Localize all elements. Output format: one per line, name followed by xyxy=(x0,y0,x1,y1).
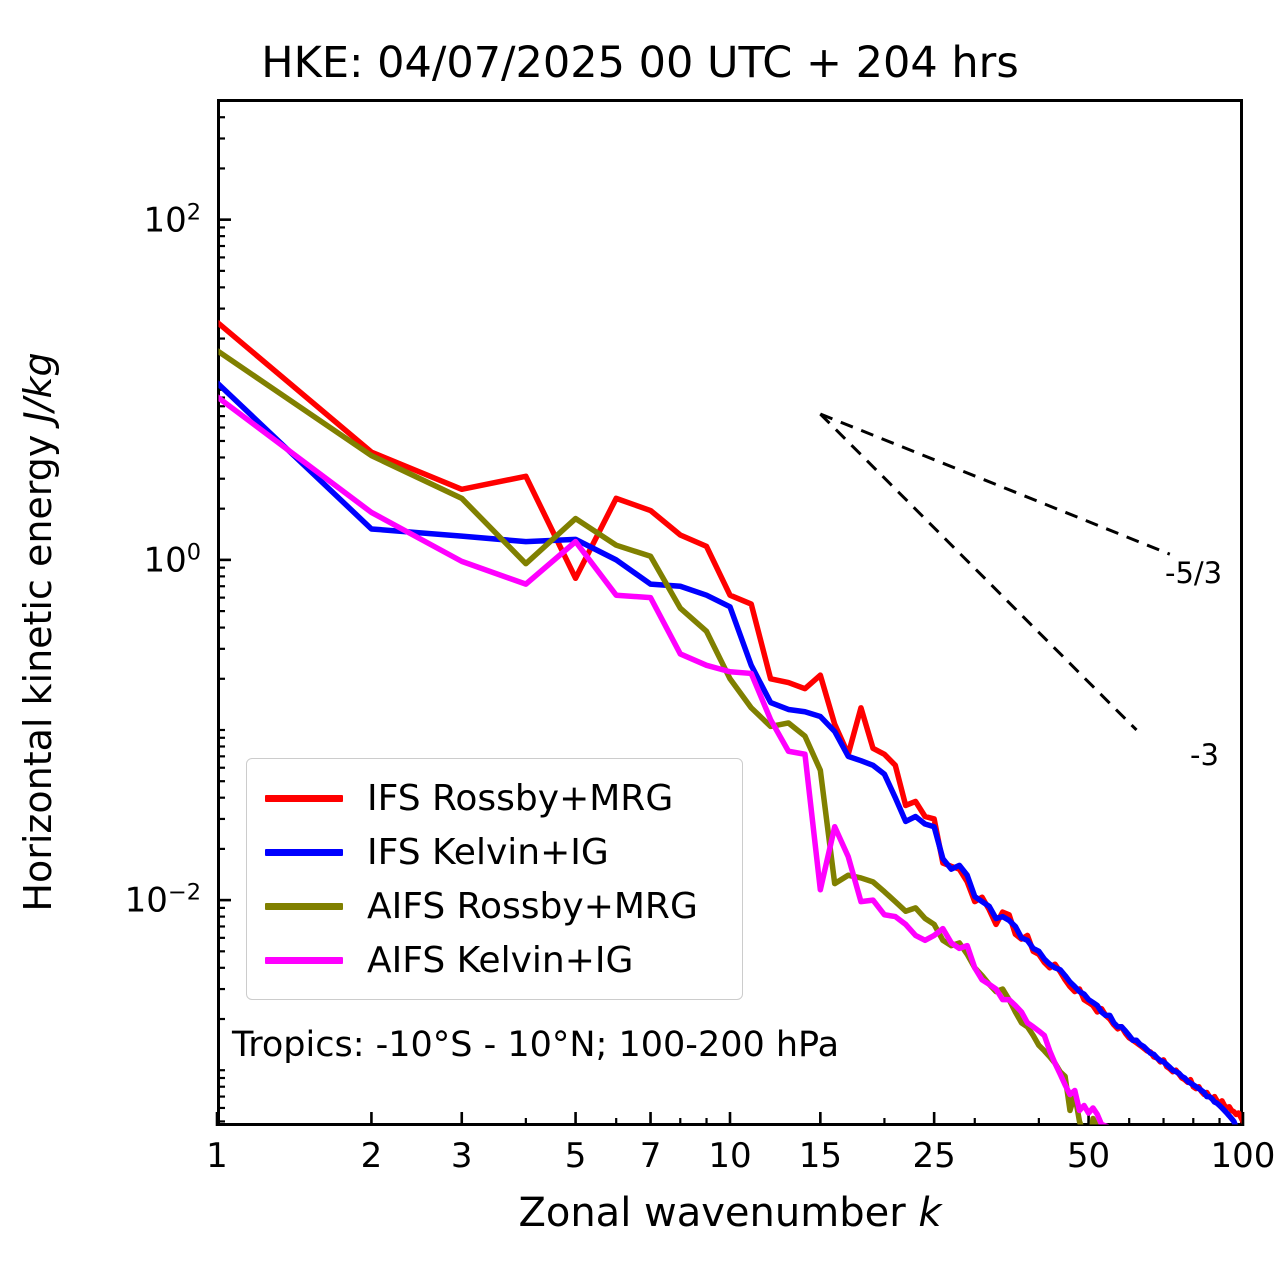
x-tick-label: 5 xyxy=(564,1136,587,1176)
y-axis-label-unit: J/kg xyxy=(16,352,60,423)
page-title: HKE: 04/07/2025 00 UTC + 204 hrs xyxy=(261,38,1019,88)
legend-label: AIFS Kelvin+IG xyxy=(367,939,634,981)
legend-label: AIFS Rossby+MRG xyxy=(367,885,698,927)
x-axis-label-text: Zonal wavenumber xyxy=(518,1190,919,1236)
x-tick-label: 3 xyxy=(450,1136,473,1176)
legend-item[interactable]: AIFS Kelvin+IG xyxy=(247,933,742,987)
y-tick-label: 100 xyxy=(143,539,201,581)
legend-label: IFS Kelvin+IG xyxy=(367,831,609,873)
legend-swatch-aifs-kelvin-ig xyxy=(265,956,343,964)
x-tick-label: 50 xyxy=(1066,1136,1111,1176)
x-tick-label: 15 xyxy=(798,1136,842,1176)
series-line xyxy=(218,380,1238,1125)
series-line xyxy=(218,394,1110,1125)
x-tick-label: 2 xyxy=(360,1136,383,1176)
legend-swatch-aifs-rossby-mrg xyxy=(265,902,343,910)
x-tick-label: 100 xyxy=(1210,1136,1276,1176)
axis-ticks xyxy=(215,99,1245,1126)
x-tick-label: 25 xyxy=(912,1136,956,1176)
y-tick-label: 10−2 xyxy=(124,879,201,921)
legend-item[interactable]: AIFS Rossby+MRG xyxy=(247,879,742,933)
slope-label-3: -3 xyxy=(1190,738,1219,772)
region-caption: Tropics: -10°S - 10°N; 100-200 hPa xyxy=(232,1025,840,1065)
x-axis-label: Zonal wavenumber k xyxy=(217,1190,1243,1236)
legend-item[interactable]: IFS Kelvin+IG xyxy=(247,825,742,879)
legend-swatch-ifs-kelvin-ig xyxy=(265,848,343,856)
x-tick-label: 10 xyxy=(708,1136,752,1176)
data-series xyxy=(218,319,1242,1125)
legend-swatch-ifs-rossby-mrg xyxy=(265,794,343,802)
y-axis-label: Horizontal kinetic energy J/kg xyxy=(16,182,60,1082)
x-tick-label: 1 xyxy=(206,1136,228,1176)
legend-label: IFS Rossby+MRG xyxy=(367,777,674,819)
legend: IFS Rossby+MRG IFS Kelvin+IG AIFS Rossby… xyxy=(246,758,743,1000)
y-axis-label-text: Horizontal kinetic energy xyxy=(16,422,60,912)
reference-slope-lines xyxy=(819,412,1171,732)
x-tick-label: 7 xyxy=(639,1136,662,1176)
y-tick-label: 102 xyxy=(143,198,201,241)
slope-label-53: -5/3 xyxy=(1165,556,1223,590)
legend-item[interactable]: IFS Rossby+MRG xyxy=(247,771,742,825)
x-axis-label-sym: k xyxy=(918,1190,942,1236)
